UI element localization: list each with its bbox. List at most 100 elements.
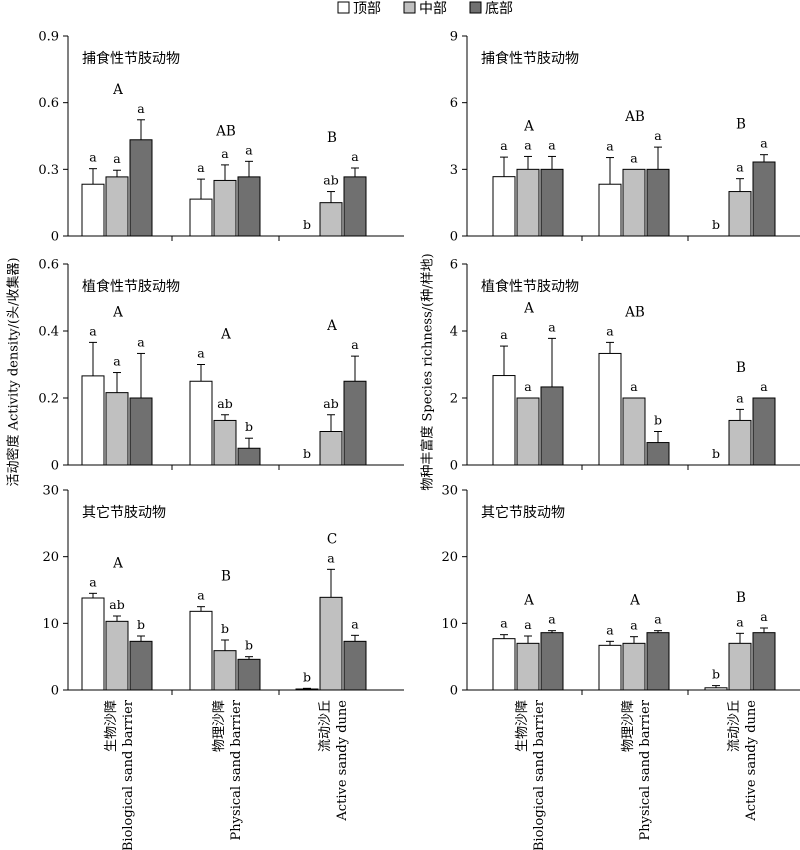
bar [492,375,516,466]
y-tick-label: 0 [51,459,59,474]
bar [213,419,237,466]
bar [129,397,153,466]
legend-swatch [337,1,350,14]
y-tick-label: 0 [450,459,458,474]
bar [752,161,776,237]
bar [213,179,237,237]
significance-letter: a [245,142,253,157]
y-tick-label: 0 [51,684,59,699]
group-significance-letter: B [736,360,746,376]
significance-letter: b [712,667,720,682]
group-significance-letter: B [221,569,231,585]
significance-letter: b [245,419,253,434]
category-label-cn: 生物沙障 [515,700,530,752]
significance-letter: a [736,160,744,175]
y-tick-label: 0.9 [38,30,59,45]
group-significance-letter: A [629,593,640,609]
bar [516,642,540,691]
bar [237,658,261,691]
bar [105,176,129,237]
significance-letter: a [500,616,508,631]
category-label-en: Active sandy dune [744,700,759,822]
y-tick-label: 4 [450,325,458,340]
significance-letter: a [137,334,145,349]
group-significance-letter: AB [624,304,645,320]
panel-title: 其它节肢动物 [481,504,565,521]
bar [728,642,752,691]
significance-letter: a [736,614,744,629]
bar [728,191,752,237]
y-tick-label: 30 [42,484,59,499]
significance-letter: a [351,616,359,631]
legend-swatch [469,1,482,14]
y-tick-label: 2 [450,392,458,407]
significance-letter: a [89,574,97,589]
legend-label: 顶部 [353,1,381,17]
significance-letter: b [303,669,311,684]
significance-letter: a [606,323,614,338]
significance-letter: a [500,138,508,153]
bar [728,419,752,466]
y-tick-label: 0 [51,230,59,245]
significance-letter: a [760,136,768,151]
y-tick-label: 0.4 [38,325,59,340]
significance-letter: a [197,588,205,603]
category-label: 物理沙障 Physical sand barrier [212,699,244,840]
significance-letter: a [654,612,662,627]
category-labels: 生物沙障 Biological sand barrier 物理沙障 Physical … [104,699,759,850]
bar [646,442,670,466]
bar [81,597,105,691]
bar [81,183,105,237]
bar [540,168,564,237]
significance-letter: a [500,327,508,342]
y-tick-label: 20 [42,550,59,565]
significance-letter: a [548,319,556,334]
bar [540,632,564,691]
bar [622,642,646,691]
group-significance-letter: A [112,82,123,98]
bar [540,386,564,466]
bar [319,431,343,466]
bar [189,610,213,691]
y-tick-label: 0.2 [38,392,59,407]
bar [295,688,319,691]
y-tick-label: 0.6 [38,258,59,273]
group-significance-letter: A [523,593,534,609]
significance-letter: a [760,379,768,394]
significance-letter: a [524,617,532,632]
group-significance-letter: A [220,327,231,343]
significance-letter: a [606,139,614,154]
panel-title: 植食性节肢动物 [82,278,180,295]
significance-letter: a [548,612,556,627]
significance-letter: b [712,217,720,232]
bar [319,596,343,691]
significance-letter: a [524,379,532,394]
bar [189,198,213,237]
y-axis-label-left: 活动密度 Activity density/(头/收集器) [6,257,22,486]
bar [598,183,622,237]
group-significance-letter: AB [624,109,645,125]
significance-letter: ab [109,597,124,612]
significance-letter: b [712,446,720,461]
group-significance-letter: A [326,318,337,334]
bar [81,375,105,466]
y-axis-label-right: 物种丰富度 Species richness/(种/样地) [420,253,436,490]
group-significance-letter: AB [215,123,236,139]
y-tick-label: 10 [441,617,458,632]
significance-letter: b [137,617,145,632]
bar [646,168,670,237]
significance-letter: b [245,638,253,653]
bar [516,168,540,237]
significance-letter: a [630,379,638,394]
significance-letter: a [197,346,205,361]
group-significance-letter: A [523,300,534,316]
y-tick-label: 0 [450,230,458,245]
significance-letter: a [351,149,359,164]
panel-title: 捕食性节肢动物 [481,50,579,67]
y-tick-label: 30 [441,484,458,499]
panel-title: 捕食性节肢动物 [82,50,180,67]
